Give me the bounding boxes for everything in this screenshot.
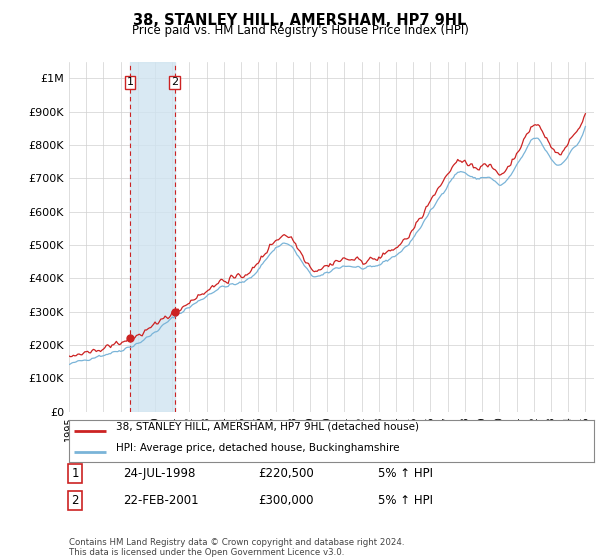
Text: 2: 2 <box>171 77 178 87</box>
Text: HPI: Average price, detached house, Buckinghamshire: HPI: Average price, detached house, Buck… <box>116 443 400 452</box>
Text: 5% ↑ HPI: 5% ↑ HPI <box>378 493 433 507</box>
Text: 1: 1 <box>127 77 134 87</box>
Text: 24-JUL-1998: 24-JUL-1998 <box>123 466 196 480</box>
Text: Contains HM Land Registry data © Crown copyright and database right 2024.
This d: Contains HM Land Registry data © Crown c… <box>69 538 404 557</box>
Text: £300,000: £300,000 <box>258 493 314 507</box>
Text: 5% ↑ HPI: 5% ↑ HPI <box>378 466 433 480</box>
Text: 22-FEB-2001: 22-FEB-2001 <box>123 493 199 507</box>
Text: Price paid vs. HM Land Registry's House Price Index (HPI): Price paid vs. HM Land Registry's House … <box>131 24 469 37</box>
Text: £220,500: £220,500 <box>258 466 314 480</box>
Text: 38, STANLEY HILL, AMERSHAM, HP7 9HL (detached house): 38, STANLEY HILL, AMERSHAM, HP7 9HL (det… <box>116 422 419 432</box>
Text: 38, STANLEY HILL, AMERSHAM, HP7 9HL: 38, STANLEY HILL, AMERSHAM, HP7 9HL <box>133 13 467 28</box>
Text: 1: 1 <box>71 466 79 480</box>
Bar <box>130 62 175 412</box>
Text: 2: 2 <box>71 493 79 507</box>
